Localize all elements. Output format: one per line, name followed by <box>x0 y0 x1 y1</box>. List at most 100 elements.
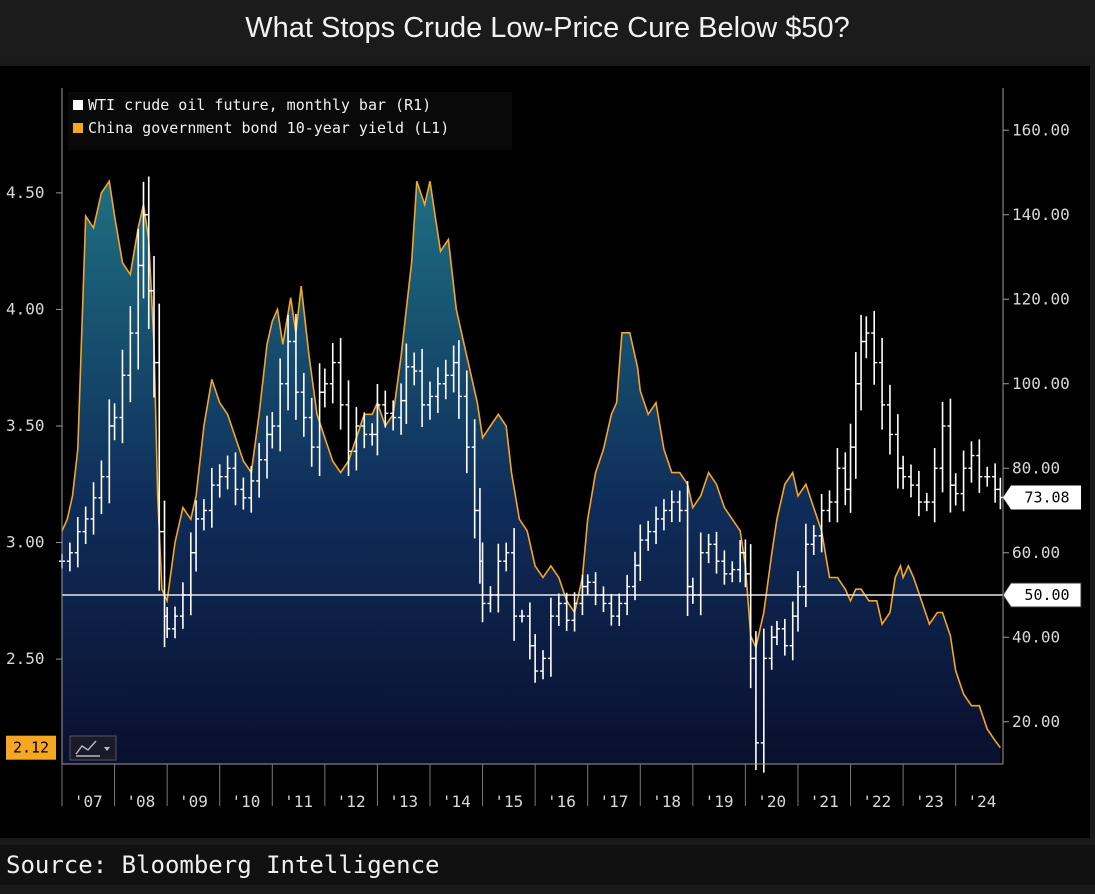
oil-bar <box>90 482 97 535</box>
oil-bar <box>308 397 315 467</box>
oil-bar <box>532 634 539 683</box>
oil-bar <box>794 571 801 632</box>
oil-bar <box>555 593 562 627</box>
oil-bar <box>248 466 255 513</box>
oil-bar <box>871 310 878 385</box>
chart-title: What Stops Crude Low-Price Cure Below $5… <box>0 0 1095 56</box>
chart-svg: 2.50 3.00 3.50 4.00 4.50 20.00 40.00 60.00 80.00… <box>6 88 1082 811</box>
oil-bar <box>277 358 284 452</box>
oil-bar <box>834 447 841 523</box>
reference-value: 50.00 <box>1024 586 1069 604</box>
oil-bar <box>894 414 901 489</box>
oil-bar <box>818 494 825 553</box>
left-tick-label: 4.00 <box>6 299 45 318</box>
right-tick-label: 140.00 <box>1012 205 1070 224</box>
left-tick-label: 4.50 <box>6 183 45 202</box>
oil-bar <box>810 525 817 555</box>
oil-bar <box>960 450 967 512</box>
oil-bar <box>511 528 518 641</box>
oil-bar <box>852 352 859 479</box>
oil-bar <box>119 349 126 444</box>
right-tick-label: 160.00 <box>1012 120 1070 139</box>
oil-bar <box>668 490 675 523</box>
oil-bar <box>863 316 870 359</box>
oil-bar <box>842 452 849 506</box>
oil-bar <box>802 523 809 608</box>
oil-bar <box>900 455 907 490</box>
oil-bar <box>645 520 652 551</box>
oil-bar <box>697 532 704 616</box>
oil-bar <box>713 531 720 574</box>
right-tick-label: 100.00 <box>1012 374 1070 393</box>
oil-bar <box>353 406 360 471</box>
x-tick-label: '24 <box>968 792 997 811</box>
oil-bar <box>886 384 893 455</box>
x-tick-label: '21 <box>810 792 839 811</box>
oil-bars-layer <box>59 176 1004 773</box>
oil-bar <box>337 337 344 430</box>
x-tick-label: '14 <box>442 792 471 811</box>
oil-bar <box>931 447 938 523</box>
oil-bar <box>285 314 292 411</box>
oil-bar <box>487 586 494 613</box>
oil-bar <box>705 533 712 564</box>
legend-swatch <box>73 123 83 133</box>
legend-label: China government bond 10-year yield (L1) <box>88 119 449 137</box>
oil-bar <box>321 368 328 408</box>
oil-bar <box>781 618 788 656</box>
x-tick-label: '07 <box>74 792 103 811</box>
oil-bar <box>547 597 554 677</box>
oil-bar <box>729 561 736 583</box>
source-note: Source: Bloomberg Intelligence <box>0 845 1095 885</box>
right-last-value: 73.08 <box>1024 488 1069 506</box>
oil-bar <box>676 490 683 522</box>
oil-bar <box>172 606 179 639</box>
legend-box <box>68 92 512 150</box>
oil-bar <box>984 466 991 487</box>
oil-bar <box>193 500 200 572</box>
left-tick-label: 3.00 <box>6 533 45 552</box>
oil-bar <box>463 370 470 474</box>
oil-bar <box>653 506 660 545</box>
oil-bar <box>608 593 615 626</box>
x-tick-label: '16 <box>547 792 576 811</box>
oil-bar <box>518 609 525 623</box>
x-tick-label: '18 <box>652 792 681 811</box>
oil-bar <box>403 343 410 424</box>
chart-type-button[interactable] <box>69 735 117 761</box>
oil-bar <box>592 572 599 606</box>
oil-bar <box>224 455 231 490</box>
x-tick-label: '19 <box>705 792 734 811</box>
x-tick-label: '10 <box>232 792 261 811</box>
oil-bar <box>923 492 930 512</box>
left-tick-label: 2.50 <box>6 649 45 668</box>
oil-bar <box>879 337 886 430</box>
oil-bar <box>773 620 780 646</box>
chart-frame: 2.50 3.00 3.50 4.00 4.50 20.00 40.00 60.00 80.00… <box>0 66 1090 838</box>
oil-bar <box>968 441 975 483</box>
right-tick-label: 20.00 <box>1012 712 1060 731</box>
oil-bar <box>442 359 449 400</box>
oil-bar <box>952 473 959 506</box>
legend-label: WTI crude oil future, monthly bar (R1) <box>88 96 431 114</box>
oil-bar <box>426 381 433 420</box>
oil-bar <box>624 574 631 616</box>
x-tick-label: '17 <box>600 792 629 811</box>
oil-bar <box>637 524 644 582</box>
chart-controls[interactable] <box>69 735 117 761</box>
oil-bar <box>164 606 171 638</box>
right-tick-label: 120.00 <box>1012 289 1070 308</box>
oil-bar <box>390 400 397 431</box>
axes-layer: 2.50 3.00 3.50 4.00 4.50 20.00 40.00 60.00 80.00… <box>6 88 1070 811</box>
right-last-value-badge <box>1003 485 1081 510</box>
value-badges: 2.12 73.08 50.00 <box>6 485 1082 760</box>
oil-bar <box>908 464 915 498</box>
left-last-value-badge <box>6 735 56 760</box>
oil-bar <box>240 477 247 510</box>
x-tick-label: '20 <box>757 792 786 811</box>
oil-bar <box>179 582 186 629</box>
oil-bar <box>997 477 1004 510</box>
yield-area <box>62 181 1001 764</box>
oil-bar <box>915 470 922 517</box>
yield-area-layer <box>61 179 1002 764</box>
